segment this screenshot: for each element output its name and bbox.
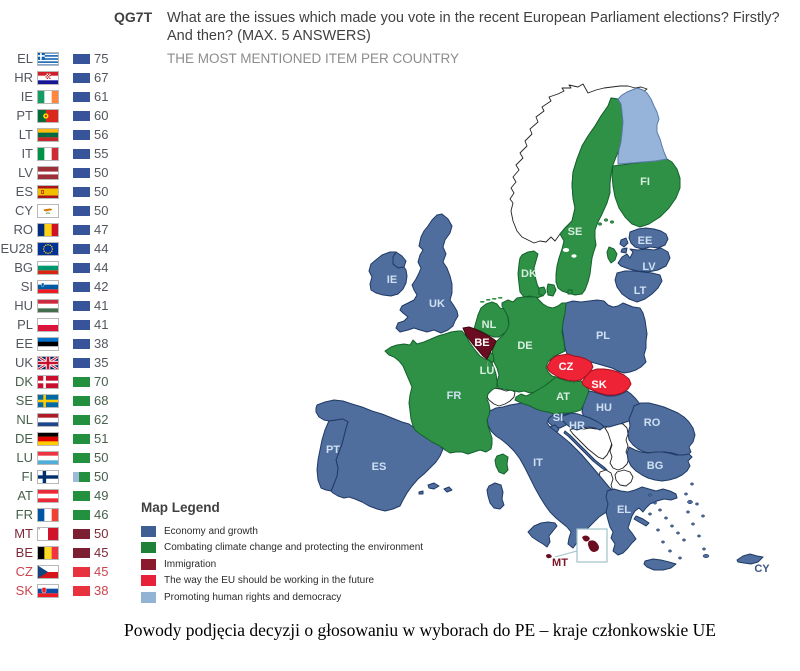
svg-text:BE: BE: [474, 337, 489, 349]
svg-text:DK: DK: [521, 268, 537, 280]
svg-text:EL: EL: [617, 504, 631, 516]
svg-text:BG: BG: [647, 460, 664, 472]
svg-text:RO: RO: [644, 417, 661, 429]
svg-text:SE: SE: [568, 226, 583, 238]
svg-text:NL: NL: [482, 319, 497, 331]
svg-text:SK: SK: [591, 379, 606, 391]
svg-text:LT: LT: [634, 285, 647, 297]
svg-text:HU: HU: [596, 402, 612, 414]
svg-text:IE: IE: [387, 274, 397, 286]
svg-text:IT: IT: [533, 457, 543, 469]
svg-text:MT: MT: [552, 557, 568, 569]
svg-text:AT: AT: [556, 391, 570, 403]
svg-text:DE: DE: [517, 340, 532, 352]
svg-text:LU: LU: [480, 365, 495, 377]
svg-text:FI: FI: [640, 176, 650, 188]
svg-text:FR: FR: [447, 390, 462, 402]
svg-text:PT: PT: [326, 444, 340, 456]
svg-text:EE: EE: [638, 235, 653, 247]
svg-text:UK: UK: [429, 298, 445, 310]
svg-text:HR: HR: [569, 420, 585, 432]
svg-text:LV: LV: [642, 261, 656, 273]
svg-text:CY: CY: [754, 563, 770, 575]
svg-text:SI: SI: [553, 412, 563, 424]
svg-text:ES: ES: [372, 461, 387, 473]
svg-text:PL: PL: [596, 330, 610, 342]
svg-text:CZ: CZ: [559, 361, 574, 373]
